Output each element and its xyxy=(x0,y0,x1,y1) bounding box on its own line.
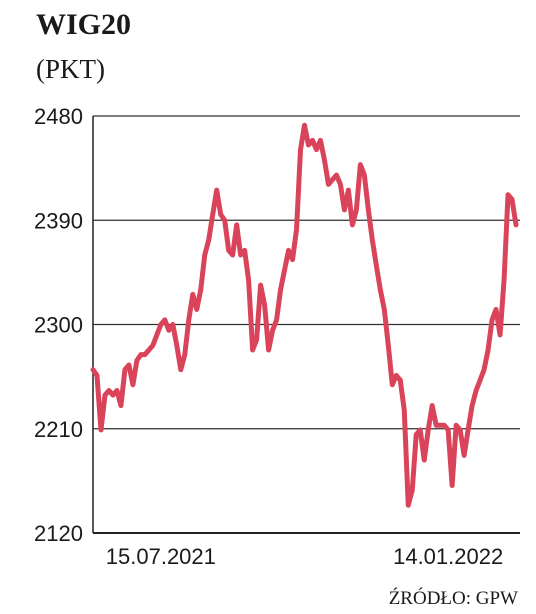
line xyxy=(90,122,519,508)
chart-subtitle: (PKT) xyxy=(36,54,105,84)
y-tick-label: 2120 xyxy=(34,521,83,546)
chart-title: WIG20 xyxy=(36,8,131,41)
x-tick-label: 15.07.2021 xyxy=(106,544,216,569)
x-tick-label: 14.01.2022 xyxy=(393,544,503,569)
y-tick-label: 2210 xyxy=(34,417,83,442)
y-tick-label: 2390 xyxy=(34,208,83,233)
source: ŹRÓDŁO: GPW xyxy=(389,587,518,609)
y-tick-label: 2300 xyxy=(34,313,83,338)
y-tick-label: 2480 xyxy=(34,104,83,129)
